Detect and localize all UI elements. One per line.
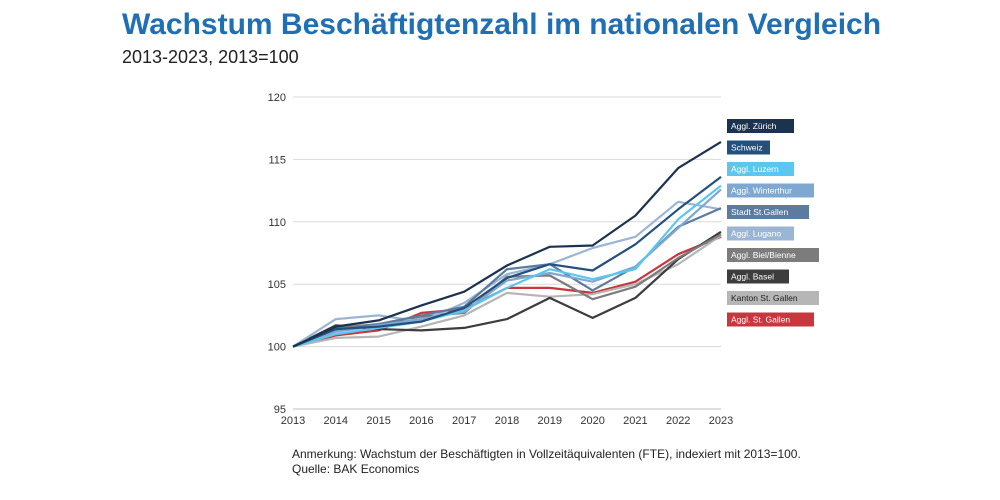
y-tick-label: 100 [268, 342, 286, 354]
legend-swatch [727, 119, 794, 133]
legend-label: Aggl. Winterthur [731, 186, 792, 196]
x-tick-label: 2020 [580, 415, 604, 427]
series-line [292, 176, 722, 348]
x-tick-label: 2013 [281, 415, 305, 427]
legend-label: Aggl. Lugano [731, 229, 781, 239]
legend-label: Aggl. Basel [731, 272, 774, 282]
y-tick-label: 110 [268, 217, 286, 229]
legend-label: Aggl. St. Gallen [731, 315, 790, 325]
legend-label: Aggl. Luzern [731, 164, 779, 174]
legend-swatch [727, 269, 789, 284]
legend-label: Schweiz [731, 143, 763, 153]
legend-swatch [727, 205, 809, 219]
y-tick-label: 120 [268, 92, 286, 104]
chart-footnote: Anmerkung: Wachstum der Beschäftigten in… [292, 447, 801, 461]
legend-label: Kanton St. Gallen [731, 293, 798, 303]
series-line [292, 200, 722, 348]
legend-swatch [727, 162, 794, 176]
chart-title: Wachstum Beschäftigtenzahl im nationalen… [122, 8, 882, 41]
legend-swatch [727, 248, 819, 262]
x-tick-label: 2016 [409, 415, 433, 427]
chart-grid [293, 96, 721, 410]
series-line [292, 233, 722, 348]
legend-swatch [727, 312, 814, 327]
x-tick-label: 2014 [324, 415, 348, 427]
chart-axes: 95 100 105 110 115 120 2013 2014 2015 2016 2017 201… [268, 92, 734, 427]
chart-subtitle: 2013-2023, 2013=100 [122, 47, 299, 67]
x-tick-label: 2017 [452, 415, 476, 427]
legend-swatch [727, 226, 794, 241]
x-tick-label: 2021 [623, 415, 647, 427]
y-tick-label: 105 [268, 279, 286, 291]
y-tick-label: 95 [274, 404, 286, 416]
x-tick-label: 2015 [366, 415, 390, 427]
y-tick-label: 115 [268, 154, 286, 166]
legend-label: Aggl. Biel/Bienne [731, 250, 796, 260]
series-line [292, 140, 722, 348]
chart-source: Quelle: BAK Economics [292, 462, 420, 476]
chart-series [292, 140, 722, 348]
series-line [292, 184, 722, 348]
x-tick-label: 2022 [666, 415, 690, 427]
x-tick-label: 2023 [709, 415, 733, 427]
legend-swatch [727, 140, 770, 155]
legend-label: Stadt St.Gallen [731, 207, 788, 217]
chart-legend: Aggl. Zürich Schweiz Aggl. Luzern Aggl. Win… [727, 119, 819, 327]
x-tick-label: 2018 [495, 415, 519, 427]
x-tick-label: 2019 [538, 415, 562, 427]
legend-swatch [727, 291, 819, 305]
legend-swatch [727, 183, 814, 198]
legend-label: Aggl. Zürich [731, 121, 777, 131]
